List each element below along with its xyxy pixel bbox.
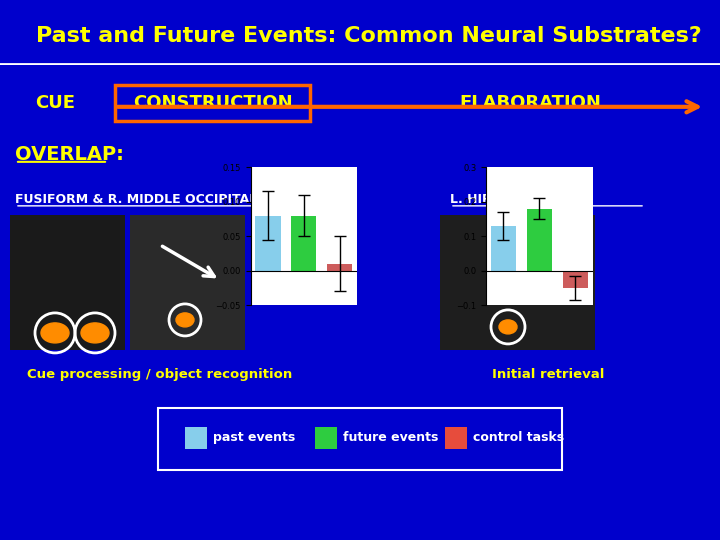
Bar [440,215,595,350]
FancyBboxPatch shape [115,85,310,121]
Text: CONSTRUCTION: CONSTRUCTION [133,94,293,112]
Text: FUSIFORM & R. MIDDLE OCCIPITAL: FUSIFORM & R. MIDDLE OCCIPITAL [15,193,257,206]
Bar [256,215,281,271]
Bar [10,215,125,350]
Text: OVERLAP:: OVERLAP: [15,145,124,164]
Ellipse shape [499,320,517,334]
Bar [315,427,337,449]
Text: control tasks: control tasks [473,431,564,444]
Ellipse shape [41,323,69,343]
Text: CUE: CUE [35,94,75,112]
Bar [562,271,588,288]
Text: Past and Future Events: Common Neural Substrates?: Past and Future Events: Common Neural Su… [36,25,702,46]
Text: future events: future events [343,431,438,444]
Text: past events: past events [213,431,295,444]
Bar [327,264,352,271]
Text: Cue processing / object recognition: Cue processing / object recognition [27,368,292,381]
Text: L. HIPPOCAMPUS: L. HIPPOCAMPUS [450,193,570,206]
FancyBboxPatch shape [158,408,562,470]
Bar [292,215,316,271]
Bar [527,209,552,271]
Bar [445,427,467,449]
Bar [130,215,245,350]
Bar [491,226,516,271]
Ellipse shape [81,323,109,343]
Text: Initial retrieval: Initial retrieval [492,368,604,381]
Text: ELABORATION: ELABORATION [459,94,601,112]
Bar [185,427,207,449]
Ellipse shape [176,313,194,327]
